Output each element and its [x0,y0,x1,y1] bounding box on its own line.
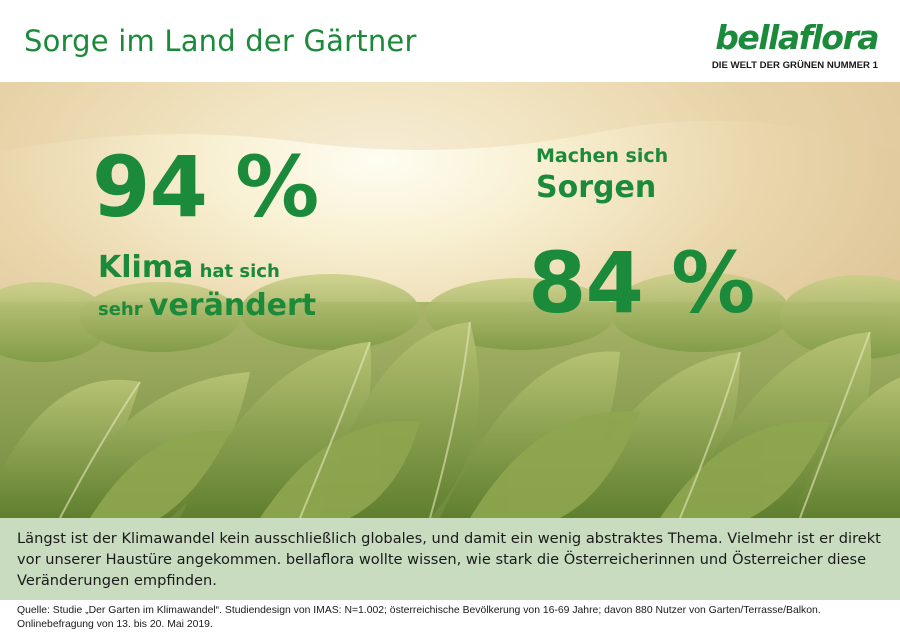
stat-2-caption-line-1: Machen sich [536,145,669,167]
caption-veraendert: verändert [148,288,317,323]
tobacco-field-photo [0,82,900,518]
stat-84-percent: 84 % [528,234,755,332]
caption-hat-sich: hat sich [193,261,280,282]
stat-1-caption-line-1: Klima hat sich [98,250,280,285]
bellaflora-logo[interactable]: bellaflora DIE WELT DER GRÜNEN NUMMER 1 [688,18,880,76]
source-note: Quelle: Studie „Der Garten im Klimawande… [17,605,821,630]
stat-94-percent: 94 % [92,138,319,236]
stat-1-caption-line-2: sehr verändert [98,288,316,323]
intro-text: Längst ist der Klimawandel kein ausschli… [17,530,881,589]
caption-sehr: sehr [98,299,149,320]
header: Sorge im Land der Gärtner bellaflora DIE… [0,0,900,82]
intro-band: Längst ist der Klimawandel kein ausschli… [0,518,900,600]
stat-2-caption-line-2: Sorgen [536,170,657,205]
logo-tagline: DIE WELT DER GRÜNEN NUMMER 1 [711,60,878,71]
field-illustration [0,82,900,518]
caption-klima: Klima [98,250,194,285]
logo-wordmark: bellaflora [715,18,879,57]
page-title: Sorge im Land der Gärtner [24,24,417,58]
